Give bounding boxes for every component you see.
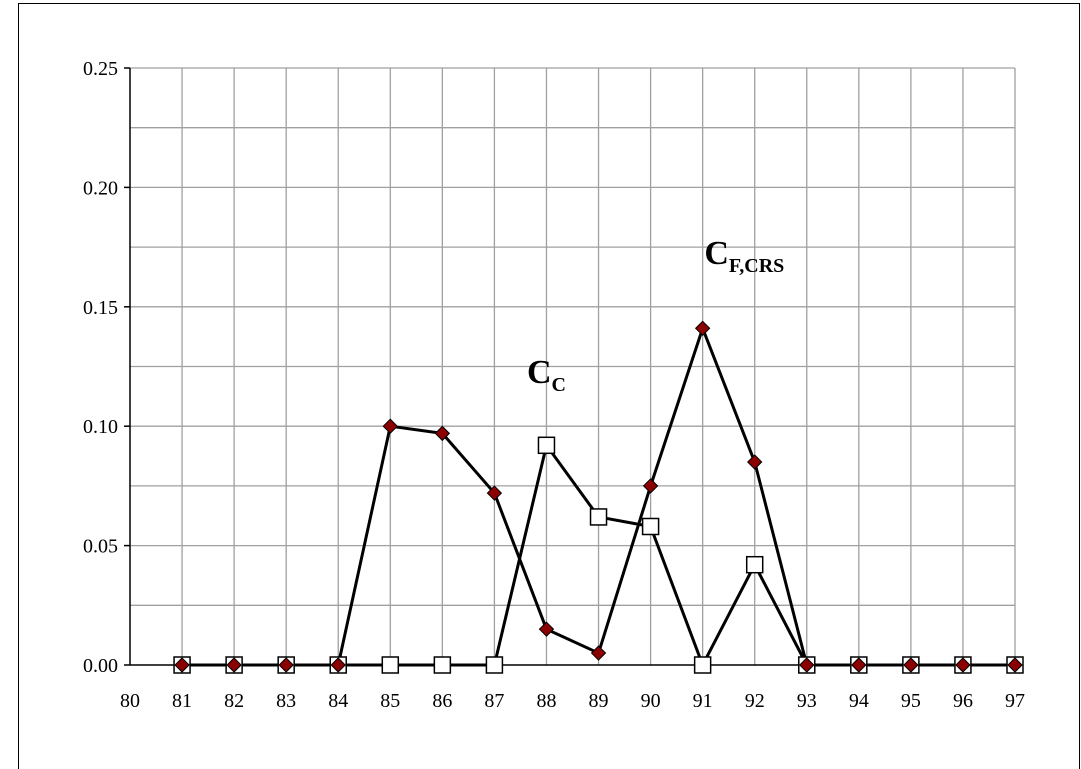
diamond-marker	[851, 657, 867, 673]
square-marker	[745, 555, 764, 574]
diamond-marker	[590, 645, 607, 661]
square-marker	[589, 508, 608, 526]
square-marker	[641, 517, 660, 536]
y-tick-label: 0.25	[83, 58, 118, 80]
diamond-marker	[955, 657, 971, 673]
x-tick-label: 81	[172, 690, 192, 712]
x-tick-label: 88	[536, 690, 556, 712]
x-tick-label: 95	[901, 690, 921, 712]
diamond-marker	[486, 485, 503, 501]
x-tick-label: 84	[328, 690, 348, 712]
diamond-marker	[694, 320, 711, 336]
diamond-marker	[382, 418, 399, 434]
y-tick-labels: 0.00 0.05 0.10 0.15 0.20 0.25	[83, 58, 118, 677]
diamond-marker	[538, 621, 555, 637]
x-tick-label: 86	[432, 690, 452, 712]
square-marker	[381, 656, 400, 674]
x-tick-label: 94	[849, 690, 869, 712]
square-marker	[433, 656, 452, 674]
diamond-marker	[434, 425, 451, 442]
x-tick-label: 82	[224, 690, 244, 712]
y-tick-label: 0.20	[83, 177, 118, 199]
diamond-marker	[226, 657, 242, 673]
square-marker	[485, 656, 504, 674]
diamond-marker	[330, 657, 346, 673]
diamond-marker	[1007, 657, 1023, 673]
x-tick-label: 91	[693, 690, 713, 712]
square-marker	[537, 436, 556, 455]
x-tick-label: 92	[745, 690, 765, 712]
diamond-marker	[799, 657, 815, 673]
diamond-marker	[746, 454, 763, 470]
x-tick-label: 83	[276, 690, 296, 712]
x-tick-label: 85	[380, 690, 400, 712]
diamond-marker	[278, 657, 294, 673]
chart-frame	[18, 3, 1080, 769]
square-marker	[693, 656, 712, 674]
x-tick-label: 90	[641, 690, 661, 712]
annotation-label: CF,CRS	[704, 235, 784, 277]
series-markers	[173, 320, 1024, 674]
x-tick-label: 80	[120, 690, 140, 712]
x-tick-label: 93	[797, 690, 817, 712]
x-tick-label: 89	[589, 690, 609, 712]
y-tick-label: 0.15	[83, 297, 118, 319]
grid-lines	[130, 67, 1016, 665]
diamond-marker	[174, 657, 190, 673]
annotations: CC CF,CRS	[527, 235, 784, 396]
diamond-marker	[642, 478, 659, 494]
y-tick-label: 0.00	[83, 655, 118, 677]
x-tick-labels: 80 81 82 83 84 85 86 87 88 89 90 91 92 93 94 95 96 97	[120, 690, 1025, 712]
x-tick-label: 97	[1005, 690, 1025, 712]
diamond-marker	[903, 657, 919, 673]
y-tick-label: 0.05	[83, 536, 118, 558]
y-tick-label: 0.10	[83, 416, 118, 438]
x-tick-label: 87	[484, 690, 504, 712]
annotation-label: CC	[527, 354, 566, 396]
x-tick-label: 96	[953, 690, 973, 712]
